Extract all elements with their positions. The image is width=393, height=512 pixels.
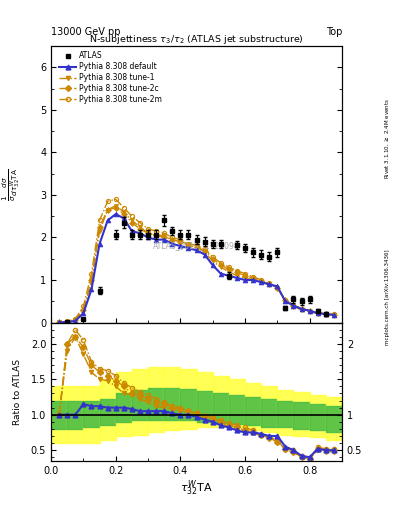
Text: Top: Top <box>325 27 342 37</box>
X-axis label: $\tau_{32}^{W}$TA: $\tau_{32}^{W}$TA <box>180 478 213 498</box>
Text: ATLAS_2019_I1724098: ATLAS_2019_I1724098 <box>153 241 240 250</box>
Title: N-subjettiness $\tau_3/\tau_2$ (ATLAS jet substructure): N-subjettiness $\tau_3/\tau_2$ (ATLAS je… <box>89 33 304 46</box>
Y-axis label: $\frac{1}{\sigma}\frac{d\sigma}{d\tau_{32}^{W}\mathrm{TA}}$: $\frac{1}{\sigma}\frac{d\sigma}{d\tau_{3… <box>0 168 22 201</box>
Text: Rivet 3.1.10, $\geq$ 2.4M events: Rivet 3.1.10, $\geq$ 2.4M events <box>383 98 391 179</box>
Legend: ATLAS, Pythia 8.308 default, Pythia 8.308 tune-1, Pythia 8.308 tune-2c, Pythia 8: ATLAS, Pythia 8.308 default, Pythia 8.30… <box>58 50 163 105</box>
Text: mcplots.cern.ch [arXiv:1306.3436]: mcplots.cern.ch [arXiv:1306.3436] <box>385 249 389 345</box>
Y-axis label: Ratio to ATLAS: Ratio to ATLAS <box>13 359 22 424</box>
Text: 13000 GeV pp: 13000 GeV pp <box>51 27 121 37</box>
